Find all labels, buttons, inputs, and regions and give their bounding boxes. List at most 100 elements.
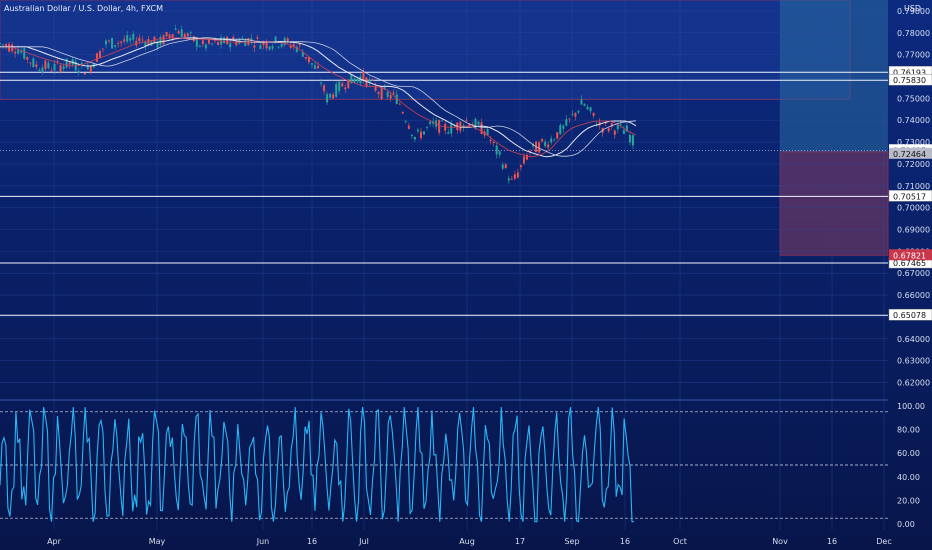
target-zone-box bbox=[780, 0, 888, 152]
candle-body bbox=[271, 45, 274, 49]
candle-body bbox=[29, 62, 32, 64]
candle-body bbox=[217, 42, 220, 45]
candle-body bbox=[510, 178, 513, 180]
candle-body bbox=[44, 60, 47, 70]
candle-body bbox=[183, 33, 186, 38]
candle-body bbox=[101, 48, 104, 50]
candle-body bbox=[114, 45, 117, 47]
osc-tick-label: 60.00 bbox=[897, 449, 920, 458]
candle-body bbox=[398, 103, 401, 105]
candle-body bbox=[592, 112, 595, 116]
candle-body bbox=[380, 86, 383, 99]
x-tick-label: Jul bbox=[358, 537, 369, 546]
candle-body bbox=[177, 31, 180, 34]
x-tick-label: Apr bbox=[47, 537, 62, 546]
y-tick-label: 0.73000 bbox=[897, 138, 930, 147]
candle-body bbox=[544, 141, 547, 147]
candle-body bbox=[407, 125, 410, 129]
candle-body bbox=[62, 66, 65, 69]
candle-body bbox=[541, 138, 544, 142]
candle-body bbox=[610, 123, 613, 127]
candle-body bbox=[356, 78, 359, 82]
candle-body bbox=[489, 139, 492, 142]
candle-body bbox=[350, 73, 353, 84]
candle-body bbox=[32, 58, 35, 68]
candle-body bbox=[525, 154, 528, 160]
level-label-box bbox=[888, 308, 932, 321]
candle-body bbox=[207, 38, 210, 44]
candle-body bbox=[326, 94, 329, 103]
candle-body bbox=[295, 46, 298, 52]
osc-tick-label: 40.00 bbox=[897, 473, 920, 482]
candle-body bbox=[89, 66, 92, 73]
candle-body bbox=[395, 94, 398, 105]
candle-body bbox=[304, 56, 307, 59]
candle-body bbox=[8, 43, 11, 52]
candle-body bbox=[289, 44, 292, 48]
candle-body bbox=[486, 128, 489, 136]
osc-tick-label: 80.00 bbox=[897, 426, 920, 435]
chart-title: Australian Dollar / U.S. Dollar, 4h, FXC… bbox=[4, 4, 163, 13]
candle-body bbox=[480, 122, 483, 134]
candle-body bbox=[108, 40, 111, 42]
candle-body bbox=[329, 93, 332, 98]
y-tick-label: 0.72000 bbox=[897, 160, 930, 169]
candle-body bbox=[438, 119, 441, 133]
resistance-zone bbox=[0, 0, 851, 100]
candle-body bbox=[507, 178, 510, 181]
candle-body bbox=[56, 61, 59, 62]
candle-body bbox=[77, 70, 80, 73]
candle-body bbox=[495, 145, 498, 155]
candle-body bbox=[111, 37, 114, 49]
candle-body bbox=[23, 48, 26, 59]
candle-body bbox=[232, 36, 235, 40]
candle-body bbox=[313, 65, 316, 69]
candle-body bbox=[616, 124, 619, 130]
candle-body bbox=[604, 122, 607, 124]
candle-body bbox=[413, 137, 416, 140]
candle-body bbox=[65, 58, 68, 68]
candle-body bbox=[53, 63, 56, 71]
price-label-box bbox=[889, 249, 932, 261]
candle-body bbox=[20, 50, 23, 53]
y-tick-label: 0.69000 bbox=[897, 226, 930, 235]
level-label-box bbox=[888, 190, 932, 202]
candle-body bbox=[513, 174, 516, 179]
candle-body bbox=[386, 92, 389, 97]
candle-body bbox=[516, 172, 519, 178]
x-tick-label: 16 bbox=[307, 537, 317, 546]
candle-body bbox=[105, 40, 107, 45]
candle-body bbox=[147, 39, 150, 46]
candle-body bbox=[47, 62, 50, 68]
candle-body bbox=[589, 107, 592, 112]
candle-body bbox=[26, 56, 29, 60]
osc-tick-label: 20.00 bbox=[897, 496, 920, 505]
candle-body bbox=[529, 150, 531, 153]
candle-body bbox=[274, 36, 277, 43]
candle-body bbox=[447, 132, 450, 134]
candle-body bbox=[98, 51, 101, 59]
candle-body bbox=[410, 134, 413, 137]
candle-body bbox=[317, 66, 319, 69]
candle-body bbox=[628, 134, 631, 143]
candle-body bbox=[477, 121, 480, 125]
stop-zone-box bbox=[779, 151, 889, 256]
x-tick-label: 17 bbox=[515, 537, 525, 546]
candle-body bbox=[586, 106, 589, 110]
level-label: 0.75830 bbox=[893, 76, 926, 85]
candle-body bbox=[68, 62, 71, 65]
candle-body bbox=[550, 138, 553, 143]
candle-body bbox=[359, 76, 362, 84]
x-tick-label: 16 bbox=[620, 537, 630, 546]
candle-body bbox=[280, 43, 283, 47]
candle-body bbox=[583, 104, 586, 106]
candle-body bbox=[571, 114, 574, 116]
candle-body bbox=[259, 45, 262, 49]
candle-body bbox=[374, 85, 377, 91]
candle-body bbox=[556, 132, 559, 139]
candle-body bbox=[492, 141, 495, 144]
moving-average-line bbox=[0, 37, 637, 158]
candle-body bbox=[401, 111, 404, 114]
y-tick-label: 0.66000 bbox=[897, 291, 930, 300]
candle-body bbox=[344, 87, 347, 90]
